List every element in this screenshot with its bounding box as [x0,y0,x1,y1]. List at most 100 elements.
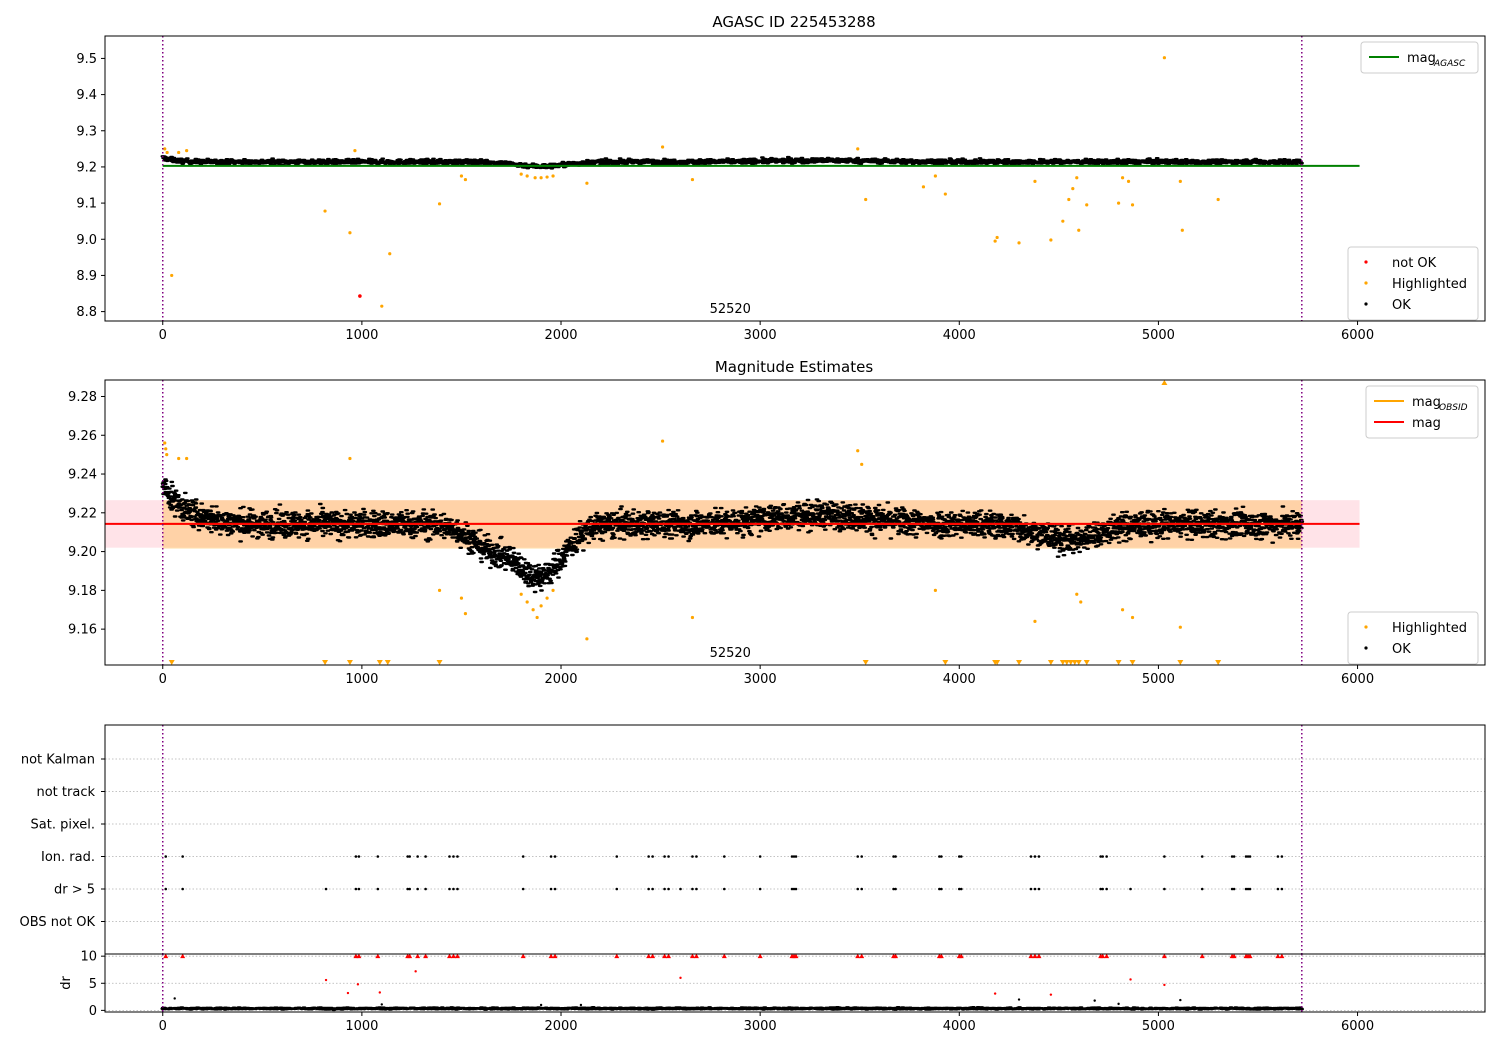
flags-ytick-label-2: Sat. pixel. [31,818,95,833]
estimates-clipped-low-11 [1047,660,1054,665]
flags-point-1-16 [615,887,619,891]
agasc-highlighted-point-0 [163,147,167,151]
agasc-ytick-label-1: 8.9 [76,269,97,284]
agasc-highlighted-point-23 [864,197,868,202]
flags-point-1-12 [456,887,459,891]
estimates-highlighted-point-20 [860,462,864,466]
flags-point-1-46 [1230,887,1234,891]
flags-point-1-44 [1163,887,1166,891]
estimates-highlighted-point-1 [164,447,168,451]
agasc-legend-bottom-label-0: not OK [1392,256,1437,271]
agasc-highlighted-point-29 [1017,241,1021,245]
flags-point-0-49 [1280,855,1284,858]
dr-panel: dr 0 1000 2000 3000 4000 5000 6000 0 5 10 [59,950,1486,1034]
estimates-highlighted-point-25 [1120,608,1125,612]
flags-point-0-29 [892,855,895,858]
agasc-highlighted-point-22 [856,147,860,151]
dr-capped-point-16 [646,953,652,959]
agasc-highlighted-point-20 [660,145,665,149]
agasc-highlighted-point-41 [1130,203,1135,207]
flags-point-0-20 [691,855,694,858]
flags-point-1-37 [1029,887,1033,891]
flags-point-1-28 [794,887,798,891]
flags-point-1-30 [860,887,864,891]
estimates-clipped-low-3 [376,660,383,665]
flags-point-1-6 [406,887,409,891]
estimates-clipped-low-12 [1059,660,1066,665]
agasc-highlighted-point-35 [1075,176,1079,180]
flags-point-0-14 [553,855,557,858]
agasc-highlighted-point-18 [551,174,555,178]
flags-point-0-12 [521,855,525,858]
flags-point-1-0 [164,887,168,891]
flags-point-0-4 [376,855,380,858]
estimates-highlighted-point-19 [856,449,860,453]
agasc-highlighted-point-34 [1071,187,1075,191]
flags-point-1-39 [1037,887,1041,891]
dr-capped-point-3 [356,953,362,959]
flags-point-0-45 [1244,855,1248,858]
estimates-highlighted-point-27 [1178,625,1182,629]
agasc-highlighted-point-1 [165,150,169,155]
agasc-legend-bottom-label-1: Highlighted [1392,277,1467,292]
flags-point-1-13 [521,887,525,891]
agasc-highlighted-point-27 [993,239,997,243]
flags-point-0-46 [1246,855,1250,858]
estimates-xtick-label-1: 1000 [345,672,378,687]
flags-point-1-20 [667,887,670,891]
flags-point-0-5 [406,855,409,858]
flags-point-1-19 [663,887,666,891]
flags-point-0-16 [647,855,650,858]
flags-point-1-24 [723,887,726,891]
agasc-xtick-label-3: 3000 [744,328,777,343]
flags-point-0-44 [1232,855,1236,858]
estimates-highlighted-point-3 [177,456,181,461]
dr-xtick-label-0: 0 [159,1019,167,1034]
estimates-xtick-label-3: 3000 [744,672,777,687]
estimates-highlighted-point-17 [660,439,665,443]
dr-red-point-3 [378,991,382,994]
agasc-highlighted-point-16 [539,176,543,180]
agasc-highlighted-point-38 [1116,201,1121,205]
estimates-ytick-label-3: 9.22 [68,506,97,521]
flags-point-1-22 [691,887,694,891]
dr-ytick-label-1: 5 [89,977,97,992]
dr-capped-point-23 [757,953,763,959]
dr-capped-point-22 [721,953,727,959]
flags-point-0-26 [794,855,798,858]
agasc-highlighted-point-37 [1085,203,1089,207]
flags-point-0-15 [615,855,619,858]
agasc-highlighted-point-31 [1049,238,1053,242]
agasc-highlighted-point-15 [533,176,537,180]
estimates-xtick-label-0: 0 [159,672,167,687]
agasc-highlighted-point-19 [585,181,589,185]
dr-red-point-6 [993,992,997,995]
flags-point-1-40 [1099,887,1102,891]
flags-point-0-43 [1230,855,1234,858]
estimates-highlighted-point-7 [459,596,464,600]
agasc-highlighted-point-36 [1077,228,1081,232]
dr-capped-point-28 [859,953,865,959]
estimates-legend-top-box [1365,385,1479,439]
agasc-xtick-label-1: 1000 [345,328,378,343]
flags-point-0-21 [695,855,698,858]
flags-point-0-34 [959,855,963,858]
agasc-highlighted-point-17 [545,175,549,179]
estimates-clipped-low-13 [1063,660,1070,665]
dr-red-point-0 [324,978,328,982]
flags-point-1-48 [1244,887,1248,891]
agasc-highlighted-point-5 [323,209,327,213]
estimates-clipped-low-20 [1177,660,1184,665]
dr-capped-point-47 [1247,953,1253,959]
agasc-highlighted-point-8 [380,304,384,308]
estimates-highlighted-point-16 [585,637,589,641]
dr-capped-point-42 [1199,953,1205,959]
agasc-legend-top-subscript-0: AGASC [1433,59,1466,69]
estimates-clipped-low-2 [346,660,353,665]
dr-capped-point-20 [689,953,695,959]
dr-capped-point-8 [423,953,429,959]
dr-capped-point-49 [1279,953,1285,959]
agasc-xtick-label-2: 2000 [544,328,577,343]
dr-capped-point-36 [1032,953,1038,959]
estimates-xtick-label-5: 5000 [1142,672,1175,687]
